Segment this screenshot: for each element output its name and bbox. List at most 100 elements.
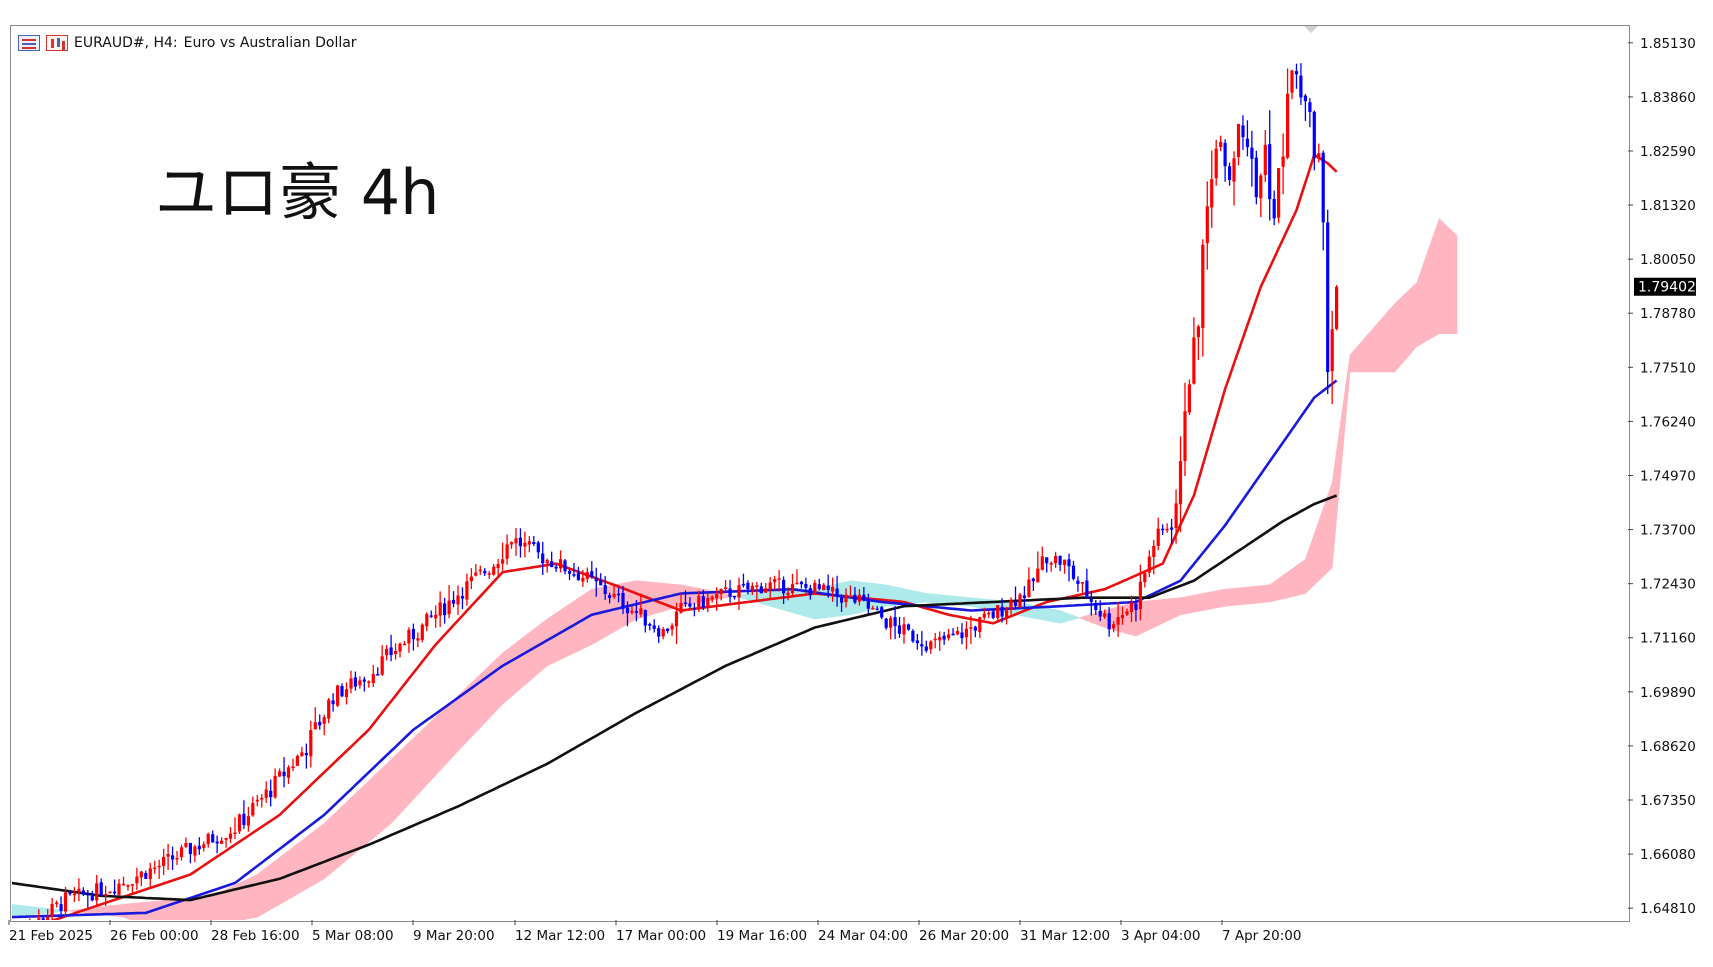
- cloud-segment: [150, 901, 153, 920]
- cloud-segment: [801, 588, 804, 617]
- bar-chart-icon[interactable]: [46, 35, 68, 51]
- cloud-segment: [20, 905, 24, 917]
- candle-bull: [273, 775, 277, 798]
- candle-bull: [822, 584, 826, 591]
- cloud-segment: [1360, 338, 1364, 373]
- candle-bear: [741, 583, 745, 586]
- cloud-segment: [121, 903, 124, 918]
- candle-bull: [933, 638, 937, 641]
- candle-bull: [322, 717, 326, 724]
- candle-bull: [407, 629, 411, 644]
- candle-bear: [1170, 527, 1174, 530]
- cloud-segment: [573, 599, 577, 654]
- candle-bear: [657, 628, 661, 637]
- candle-bear: [376, 674, 380, 676]
- moving-average-line: [50, 152, 1338, 920]
- cloud-segment: [881, 584, 885, 608]
- cloud-segment: [299, 839, 303, 894]
- candle-bull: [139, 871, 143, 878]
- cloud-segment: [941, 594, 945, 605]
- cloud-segment: [1242, 586, 1246, 605]
- cloud-segment: [1227, 588, 1230, 607]
- candle-bear: [853, 594, 857, 603]
- candle-bull: [1335, 286, 1339, 329]
- cloud-segment: [1050, 608, 1054, 623]
- cloud-segment: [437, 712, 441, 774]
- time-axis: 21 Feb 2025 26 Feb 00:00 28 Feb 16:00 5 Mar…: [8, 920, 1301, 944]
- candle-bear: [1107, 613, 1111, 630]
- candle-bear: [951, 633, 955, 636]
- cloud-segment: [1427, 244, 1431, 341]
- candle-bull: [394, 650, 398, 655]
- cloud-segment: [983, 598, 987, 610]
- cloud-segment: [1211, 590, 1215, 610]
- price-tick-label: 1.69890: [1640, 685, 1696, 701]
- cloud-segment: [520, 637, 524, 690]
- candle-bull: [1330, 329, 1334, 372]
- cloud-segment: [533, 626, 537, 678]
- symbol-description: Euro vs Australian Dollar: [183, 35, 357, 51]
- candle-bull: [233, 832, 237, 834]
- candle-bull: [286, 767, 291, 778]
- candles: [29, 63, 1339, 920]
- cloud-segment: [306, 834, 309, 890]
- price-tick-label: 1.68620: [1640, 739, 1696, 755]
- candle-bull: [773, 579, 777, 583]
- cloud-segment: [1062, 610, 1065, 623]
- candle-bull: [251, 803, 255, 816]
- candle-bull: [166, 854, 170, 857]
- cloud-segment: [147, 901, 151, 920]
- candle-bull: [367, 681, 371, 683]
- cloud-segment: [125, 903, 129, 920]
- cloud-segment: [586, 590, 590, 648]
- candle-bull: [612, 593, 616, 597]
- candle-bear: [1321, 152, 1325, 223]
- cloud-segment: [223, 888, 227, 920]
- candle-bull: [104, 894, 108, 896]
- candle-bear: [817, 584, 821, 589]
- candle-bear: [1031, 578, 1035, 582]
- candle-bear: [1076, 580, 1080, 584]
- cloud-segment: [439, 709, 443, 772]
- candle-bull: [255, 799, 259, 802]
- cloud-segment: [265, 865, 269, 913]
- plot-area: [11, 63, 1458, 920]
- cloud-segment: [256, 872, 260, 918]
- cloud-segment: [497, 654, 501, 710]
- chart-shift-marker[interactable]: [1304, 26, 1318, 33]
- cloud-segment: [1215, 590, 1219, 609]
- cloud-segment: [917, 591, 920, 604]
- candle-bear: [1098, 610, 1102, 617]
- list-icon[interactable]: [18, 35, 40, 51]
- candle-bear: [866, 601, 870, 609]
- cloud-segment: [1153, 599, 1157, 628]
- cloud-segment: [629, 581, 633, 624]
- chart-annotation: ユロ豪 4h: [155, 156, 440, 229]
- candle-bull: [982, 613, 986, 618]
- candle-bear: [483, 570, 487, 574]
- candle-bull: [831, 586, 835, 592]
- cloud-segment: [1380, 315, 1384, 373]
- cloud-segment: [203, 896, 207, 920]
- cloud-segment: [934, 593, 938, 604]
- candle-bear: [567, 571, 572, 574]
- candle-bull: [1152, 545, 1156, 557]
- time-tick-label: 19 Mar 16:00: [717, 928, 807, 944]
- candle-bear: [880, 607, 884, 618]
- cloud-segment: [537, 623, 541, 675]
- cloud-segment: [1251, 586, 1255, 605]
- candle-bear: [113, 891, 117, 894]
- cloud-segment: [22, 905, 26, 917]
- cloud-segment: [1084, 615, 1088, 622]
- cloud-segment: [488, 662, 492, 719]
- candle-bull: [121, 883, 126, 886]
- candle-bear: [1241, 125, 1245, 138]
- cloud-segment: [1222, 588, 1226, 608]
- cloud-segment: [1432, 231, 1435, 339]
- candle-bear: [746, 582, 750, 589]
- cloud-segment: [1416, 276, 1420, 347]
- cloud-segment: [319, 824, 323, 882]
- candle-bull: [938, 637, 942, 641]
- cloud-segment: [631, 580, 635, 623]
